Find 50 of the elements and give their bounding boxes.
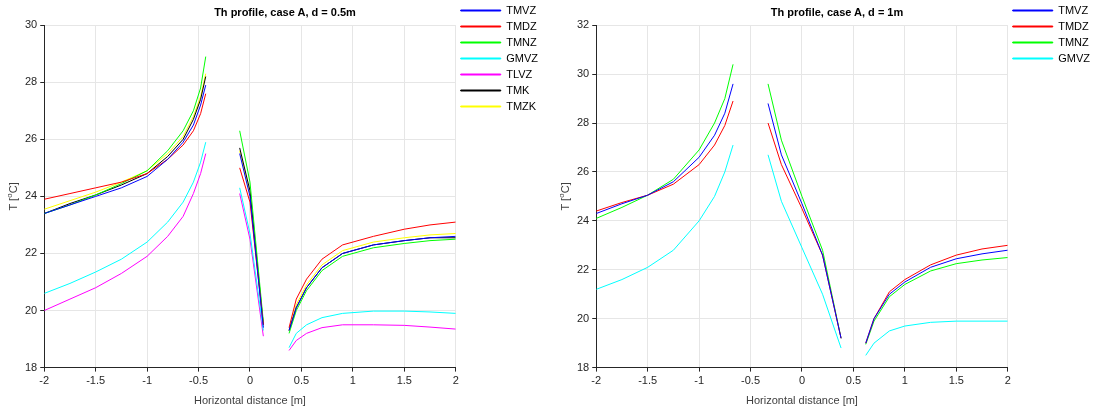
x-tick-label: 0.5 [293,374,310,387]
x-tick-label: 0.5 [845,374,862,387]
legend-label: TMZK [506,99,537,112]
y-tick-label: 28 [576,116,590,129]
y-tick-label: 30 [24,18,38,31]
legend-label: TMDZ [1058,19,1090,32]
y-tick-label: 20 [576,311,590,324]
legend-label: GMVZ [506,51,539,64]
chart-title: Th profile, case A, d = 1m [770,5,904,18]
x-tick-label: 1 [901,374,908,387]
x-tick-label: -1 [142,374,152,387]
x-tick-label: 1.5 [948,374,964,387]
x-tick-label: -0.5 [189,374,209,387]
x-tick-label: 0 [798,374,806,387]
x-tick-label: -2 [39,374,50,387]
y-tick-label: 20 [24,303,38,316]
x-tick-label: -1 [694,374,704,387]
y-tick-label: 24 [24,189,38,202]
x-axis-title: Horizontal distance [m] [746,394,858,407]
x-tick-label: 2 [452,374,459,387]
y-tick-label: 28 [24,75,38,88]
y-tick-label: 22 [24,246,38,259]
x-tick-label: -0.5 [741,374,761,387]
y-tick-label: 26 [24,132,38,145]
legend-label: TMNZ [506,35,538,48]
y-tick-label: 24 [576,213,590,226]
legend-label: TMNZ [1058,35,1090,48]
chart-title: Th profile, case A, d = 0.5m [214,5,357,18]
x-tick-label: 2 [1004,374,1011,387]
legend-label: TMDZ [506,19,538,32]
x-tick-label: -2 [591,374,602,387]
legend-label: TMVZ [506,3,537,16]
y-axis-title: T [oC] [5,182,20,211]
x-tick-label: 0 [246,374,254,387]
y-axis-title: T [oC] [557,182,572,211]
x-axis-title: Horizontal distance [m] [194,394,306,407]
y-tick-label: 30 [576,67,590,80]
x-tick-label: -1.5 [86,374,106,387]
legend-label: TLVZ [506,67,533,80]
x-tick-label: 1.5 [396,374,412,387]
y-tick-label: 26 [576,164,590,177]
y-tick-label: 32 [576,18,590,31]
y-tick-label: 18 [24,360,38,373]
x-tick-label: 1 [349,374,356,387]
x-tick-label: -1.5 [638,374,658,387]
y-tick-label: 22 [576,262,590,275]
legend-label: TMK [506,83,531,96]
y-tick-label: 18 [576,360,590,373]
legend-label: GMVZ [1058,51,1091,64]
legend-label: TMVZ [1058,3,1089,16]
